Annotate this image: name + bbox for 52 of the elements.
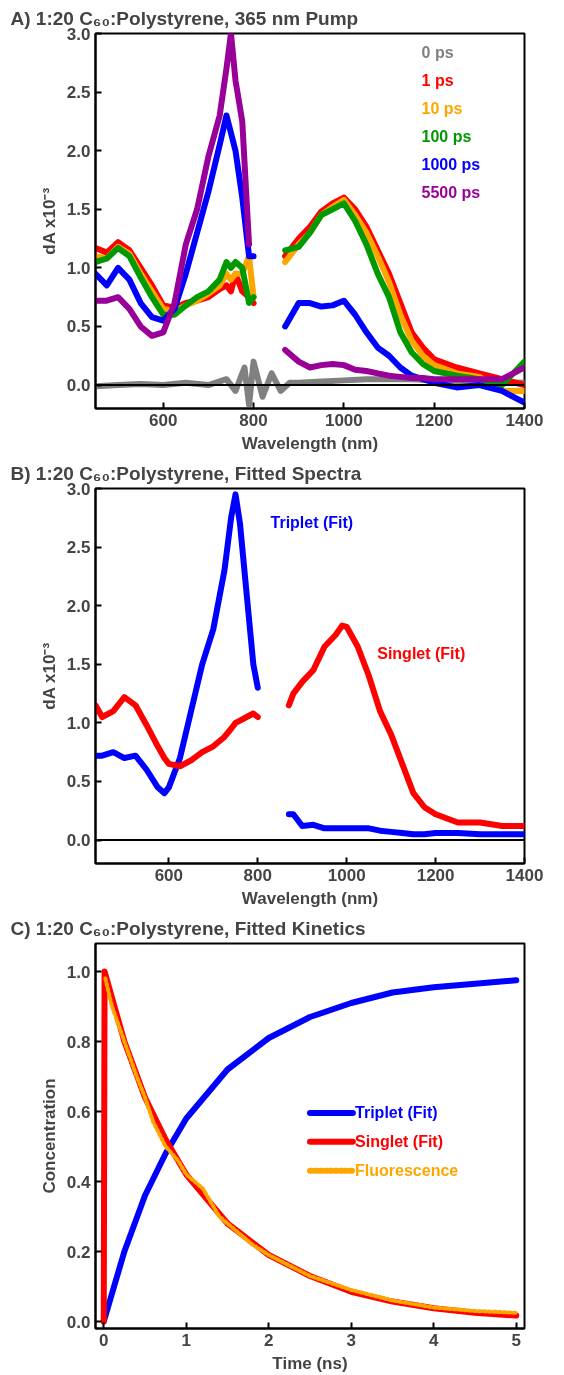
x-axis-title: Wavelength (nm) <box>241 888 379 908</box>
y-tick-label: 1.0 <box>66 962 91 982</box>
x-tick-label: 800 <box>239 410 268 430</box>
series-label: Triplet (Fit) <box>270 513 354 531</box>
x-tick-label: 5 <box>511 1330 521 1350</box>
legend-label: Fluorescence <box>355 1162 459 1180</box>
y-axis-title: dA x10⁻³ <box>39 642 59 710</box>
x-tick-label: 1 <box>181 1330 191 1350</box>
y-tick-label: 0.0 <box>66 376 91 396</box>
y-tick-label: 2.0 <box>66 141 91 161</box>
y-tick-label: 0.4 <box>66 1172 92 1192</box>
y-tick-label: 1.0 <box>66 713 91 733</box>
x-tick-label: 1000 <box>324 410 363 430</box>
text: 1 ps <box>421 71 454 89</box>
y-axis-title: Concentration <box>39 1078 59 1194</box>
y-tick-label: 1.5 <box>66 655 91 675</box>
y-tick-label: 0.2 <box>66 1242 91 1262</box>
x-tick-label: 1000 <box>327 865 366 885</box>
x-tick-label: 3 <box>346 1330 356 1350</box>
x-tick-label: 600 <box>149 410 178 430</box>
y-tick-label: 0.8 <box>66 1032 91 1052</box>
x-tick-label: 800 <box>243 865 272 885</box>
y-tick-label: 0.5 <box>66 772 91 792</box>
y-tick-label: 1.0 <box>66 258 91 278</box>
x-axis-title: Wavelength (nm) <box>241 433 379 453</box>
y-tick-label: 0.6 <box>66 1102 91 1122</box>
series-label: Singlet (Fit) <box>377 645 466 663</box>
y-tick-label: 1.5 <box>66 200 91 220</box>
y-tick-label: 0.5 <box>66 317 91 337</box>
x-tick-label: 600 <box>154 865 184 885</box>
y-tick-label: 2.5 <box>66 538 91 558</box>
x-axis-title: Time (ns) <box>272 1353 348 1373</box>
x-tick-label: 0 <box>99 1330 109 1350</box>
x-tick-label: 1200 <box>415 410 454 430</box>
y-tick-label: 2.5 <box>66 83 91 103</box>
legend-label: Triplet (Fit) <box>355 1104 438 1122</box>
text: 10 ps <box>421 100 463 117</box>
chart-title: C) 1:20 C₆₀:Polystyrene, Fitted Kinetics <box>10 917 366 939</box>
text: 5500 ps <box>421 184 481 202</box>
x-tick-label: 1400 <box>505 410 544 430</box>
text: 1000 ps <box>421 156 481 174</box>
x-tick-label: 1400 <box>505 865 544 885</box>
y-axis-title: dA x10⁻³ <box>39 187 59 255</box>
text: 0 ps <box>421 43 454 61</box>
x-tick-label: 2 <box>264 1330 274 1350</box>
x-tick-label: 1200 <box>416 865 455 885</box>
x-tick-label: 4 <box>429 1330 440 1350</box>
legend-label: Singlet (Fit) <box>355 1133 444 1151</box>
y-tick-label: 2.0 <box>66 596 91 616</box>
y-tick-label: 0.0 <box>66 1312 91 1332</box>
y-tick-label: 0.0 <box>66 831 91 851</box>
text: 100 ps <box>421 128 472 146</box>
